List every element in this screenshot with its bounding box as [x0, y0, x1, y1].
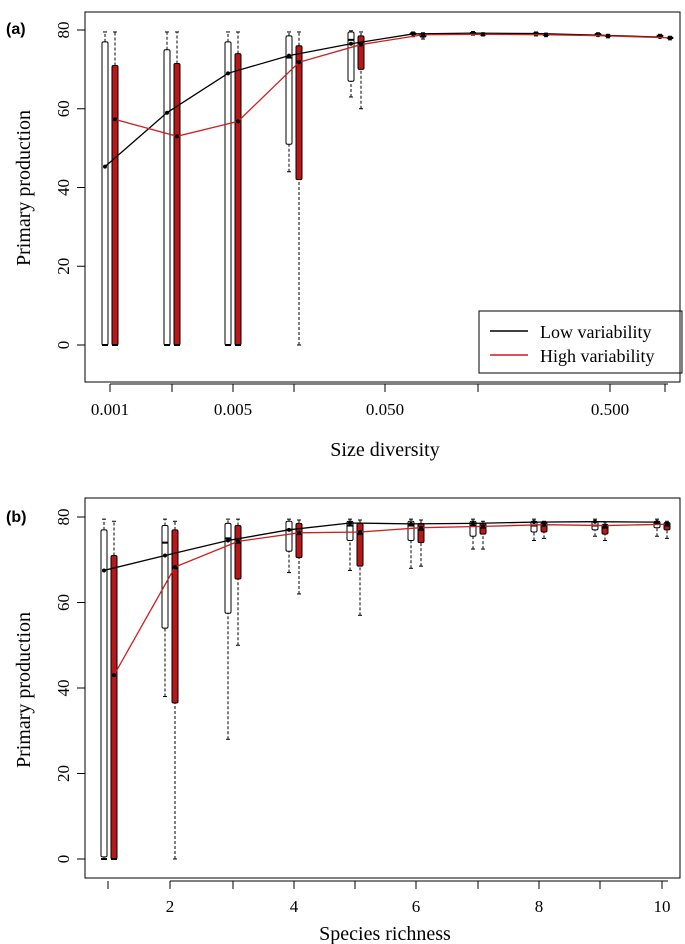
x-axis-label-b: Species richness [319, 923, 451, 944]
mean-line-low [104, 32, 661, 168]
y-tick-label: 80 [54, 509, 73, 526]
y-axis-label-b: Primary production [13, 612, 35, 768]
box [110, 554, 118, 860]
box [224, 522, 232, 614]
panel-a: (a) Primary production Size diversity Lo… [6, 21, 683, 461]
y-tick-label: 20 [54, 258, 73, 275]
mean-point [419, 525, 423, 530]
mean-point [102, 568, 106, 573]
panel-label-a: (a) [6, 21, 26, 38]
mean-point [287, 527, 291, 532]
mean-point [163, 553, 167, 558]
plot-frame [84, 11, 681, 383]
mean-point [226, 71, 230, 76]
mean-point [173, 565, 177, 570]
y-tick-label: 20 [54, 765, 73, 782]
mean-point [606, 33, 610, 38]
mean-line-high [114, 33, 671, 137]
y-tick-label: 80 [54, 22, 73, 39]
x-axis-label-a: Size diversity [330, 439, 439, 461]
box [163, 49, 171, 346]
y-tick-label: 60 [54, 100, 73, 117]
panel-label-b: (b) [6, 509, 26, 526]
mean-point [112, 673, 116, 678]
mean-point [421, 32, 425, 37]
box [111, 64, 119, 346]
box [234, 525, 242, 580]
x-tick-label: 10 [654, 897, 671, 916]
mean-point [532, 520, 536, 525]
mean-point [103, 164, 107, 169]
mean-point [409, 521, 413, 526]
box [234, 53, 242, 346]
x-tick-label: 0.500 [591, 400, 629, 419]
x-tick-label: 4 [290, 897, 299, 916]
mean-point [358, 529, 362, 534]
box [224, 41, 232, 346]
y-tick-label: 0 [54, 341, 73, 350]
x-tick-label: 2 [166, 897, 175, 916]
x-tick-label: 8 [535, 897, 544, 916]
legend-box [478, 310, 683, 374]
mean-point [471, 521, 475, 526]
mean-point [665, 522, 669, 527]
mean-point [348, 520, 352, 525]
mean-point [481, 524, 485, 529]
mean-point [481, 32, 485, 37]
box [357, 35, 365, 70]
mean-point [297, 530, 301, 535]
legend-label-high: High variability [540, 346, 654, 366]
mean-point [297, 60, 301, 65]
box [161, 525, 169, 629]
mean-point [668, 35, 672, 40]
x-tick-label: 0.050 [366, 400, 404, 419]
panel-b: (b) Primary production Species richness [6, 509, 451, 944]
box [100, 529, 108, 858]
mean-point [655, 520, 659, 525]
y-tick-label: 40 [54, 179, 73, 196]
box [101, 41, 109, 346]
y-tick-label: 60 [54, 594, 73, 611]
y-axis-label-a: Primary production [13, 110, 35, 266]
mean-point [236, 539, 240, 544]
y-tick-label: 40 [54, 680, 73, 697]
mean-point [226, 538, 230, 543]
box [356, 522, 364, 567]
x-tick-label: 0.001 [91, 400, 129, 419]
box [171, 529, 179, 704]
mean-point [603, 523, 607, 528]
box [285, 520, 293, 552]
box [285, 35, 293, 145]
mean-point [349, 41, 353, 46]
plot-layer: 0 20 40 60 80 0.001 0.005 0.050 0.500 0 20 40 60 80 2 4… [54, 11, 681, 916]
mean-point [359, 42, 363, 47]
mean-line-low [103, 521, 658, 572]
x-tick-label: 0.005 [214, 400, 252, 419]
mean-line-high [113, 523, 668, 676]
mean-point [165, 110, 169, 115]
mean-point [287, 53, 291, 58]
mean-point [542, 522, 546, 527]
mean-point [544, 32, 548, 37]
legend: Low variability High variability [478, 310, 683, 374]
mean-point [175, 134, 179, 139]
y-tick-label: 0 [54, 855, 73, 864]
box [295, 45, 303, 181]
x-tick-label: 6 [412, 897, 421, 916]
mean-point [236, 119, 240, 124]
mean-point [113, 117, 117, 122]
mean-point [411, 31, 415, 36]
mean-point [593, 519, 597, 524]
legend-label-low: Low variability [540, 322, 651, 342]
